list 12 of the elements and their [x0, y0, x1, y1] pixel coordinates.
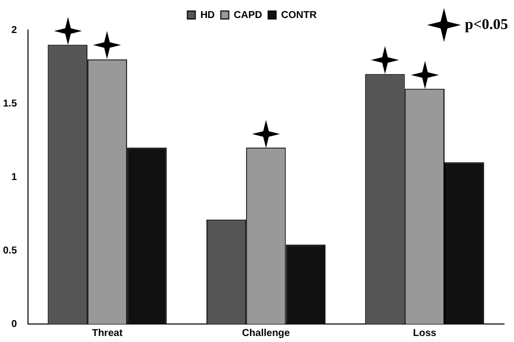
y-tick-label: 2 — [11, 24, 18, 36]
annotation: p<0.05 — [464, 16, 508, 34]
x-tick-label: Threat — [92, 328, 124, 339]
y-tick-label: 1.5 — [2, 98, 18, 110]
legend-label: CONTR — [281, 10, 318, 21]
y-tick-label: 0 — [11, 318, 18, 330]
x-tick-label: Loss — [412, 328, 437, 339]
x-tick-label: Challenge — [242, 328, 290, 339]
y-tick-label: 0.5 — [2, 245, 18, 256]
y-tick-label: 1 — [11, 172, 18, 183]
legend-label: CAPD — [234, 10, 262, 21]
legend-label: HD — [200, 10, 215, 21]
